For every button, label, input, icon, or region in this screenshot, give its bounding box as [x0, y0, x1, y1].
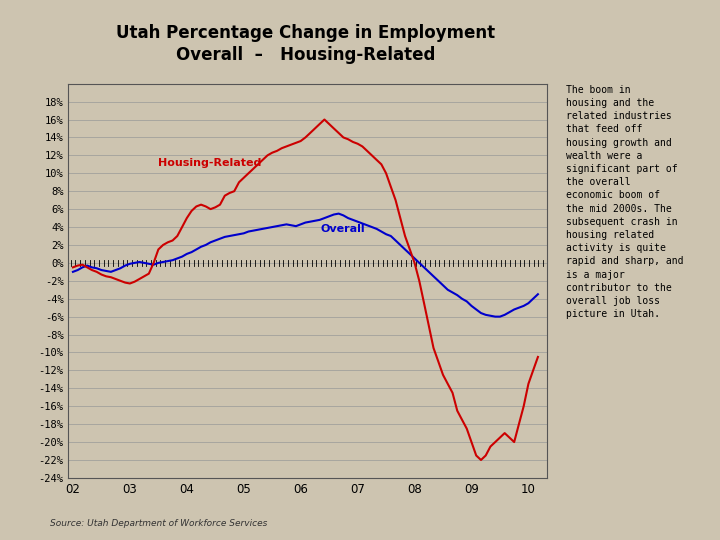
Text: Overall: Overall: [320, 224, 365, 233]
Text: Utah Percentage Change in Employment: Utah Percentage Change in Employment: [117, 24, 495, 42]
Text: Overall  –   Housing-Related: Overall – Housing-Related: [176, 46, 436, 64]
Text: The boom in
housing and the
related industries
that feed off
housing growth and
: The boom in housing and the related indu…: [566, 85, 683, 319]
Text: Housing-Related: Housing-Related: [158, 158, 262, 168]
Text: Source: Utah Department of Workforce Services: Source: Utah Department of Workforce Ser…: [50, 519, 268, 528]
